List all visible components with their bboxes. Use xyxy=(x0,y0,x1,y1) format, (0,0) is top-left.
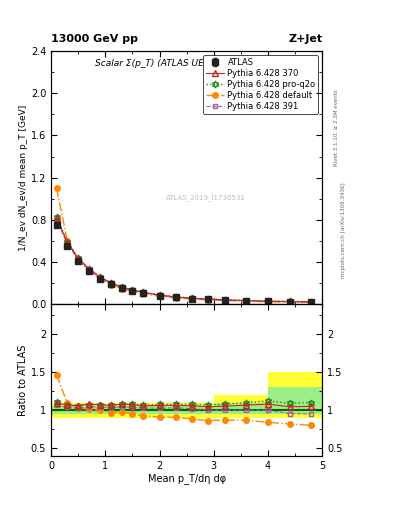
Pythia 6.428 370 xyxy=(309,298,314,305)
Pythia 6.428 pro-q2o xyxy=(157,292,162,298)
Pythia 6.428 391 xyxy=(157,292,162,298)
Pythia 6.428 pro-q2o xyxy=(206,296,211,302)
Pythia 6.428 default xyxy=(119,286,124,292)
Pythia 6.428 370 xyxy=(206,296,211,302)
Line: Pythia 6.428 370: Pythia 6.428 370 xyxy=(54,215,314,305)
Pythia 6.428 default xyxy=(76,257,81,263)
Pythia 6.428 391 xyxy=(54,217,59,223)
Pythia 6.428 370 xyxy=(87,266,92,272)
Pythia 6.428 391 xyxy=(65,241,70,247)
Pythia 6.428 pro-q2o xyxy=(309,298,314,305)
Pythia 6.428 391 xyxy=(87,267,92,273)
Pythia 6.428 370 xyxy=(130,287,135,293)
Pythia 6.428 pro-q2o xyxy=(190,295,195,301)
Pythia 6.428 391 xyxy=(97,274,102,281)
Pythia 6.428 391 xyxy=(119,284,124,290)
Pythia 6.428 370 xyxy=(76,255,81,261)
Y-axis label: 1/N_ev dN_ev/d mean p_T [GeV]: 1/N_ev dN_ev/d mean p_T [GeV] xyxy=(19,104,28,251)
Pythia 6.428 default xyxy=(173,295,178,301)
Pythia 6.428 370 xyxy=(222,297,227,303)
Pythia 6.428 391 xyxy=(190,295,195,302)
Pythia 6.428 default xyxy=(244,298,249,304)
Pythia 6.428 pro-q2o xyxy=(87,266,92,272)
Pythia 6.428 370 xyxy=(108,280,113,286)
Pythia 6.428 391 xyxy=(244,298,249,304)
Pythia 6.428 370 xyxy=(54,215,59,221)
Pythia 6.428 391 xyxy=(130,287,135,293)
Pythia 6.428 default xyxy=(190,296,195,302)
Pythia 6.428 default xyxy=(65,238,70,244)
Pythia 6.428 pro-q2o xyxy=(141,289,146,295)
Pythia 6.428 370 xyxy=(65,239,70,245)
Text: Rivet 3.1.10, ≥ 2.2M events: Rivet 3.1.10, ≥ 2.2M events xyxy=(334,90,338,166)
Pythia 6.428 391 xyxy=(141,290,146,296)
Pythia 6.428 default xyxy=(287,299,292,305)
Line: Pythia 6.428 default: Pythia 6.428 default xyxy=(54,185,314,305)
Pythia 6.428 pro-q2o xyxy=(54,214,59,220)
Pythia 6.428 default xyxy=(54,185,59,191)
Pythia 6.428 default xyxy=(97,275,102,282)
Pythia 6.428 391 xyxy=(266,298,270,305)
X-axis label: Mean p_T/dη dφ: Mean p_T/dη dφ xyxy=(147,473,226,484)
Pythia 6.428 391 xyxy=(206,296,211,303)
Text: Z+Jet: Z+Jet xyxy=(288,34,322,44)
Pythia 6.428 391 xyxy=(309,299,314,305)
Pythia 6.428 370 xyxy=(287,298,292,305)
Pythia 6.428 default xyxy=(206,297,211,303)
Pythia 6.428 pro-q2o xyxy=(244,297,249,304)
Legend: ATLAS, Pythia 6.428 370, Pythia 6.428 pro-q2o, Pythia 6.428 default, Pythia 6.42: ATLAS, Pythia 6.428 370, Pythia 6.428 pr… xyxy=(203,55,318,114)
Pythia 6.428 default xyxy=(87,268,92,274)
Pythia 6.428 370 xyxy=(141,289,146,295)
Pythia 6.428 pro-q2o xyxy=(130,287,135,293)
Pythia 6.428 default xyxy=(141,291,146,297)
Pythia 6.428 370 xyxy=(244,297,249,304)
Pythia 6.428 391 xyxy=(222,297,227,303)
Y-axis label: Ratio to ATLAS: Ratio to ATLAS xyxy=(18,344,28,416)
Pythia 6.428 pro-q2o xyxy=(97,274,102,280)
Pythia 6.428 370 xyxy=(173,294,178,300)
Pythia 6.428 370 xyxy=(97,274,102,280)
Pythia 6.428 pro-q2o xyxy=(65,239,70,245)
Pythia 6.428 370 xyxy=(157,292,162,298)
Text: 13000 GeV pp: 13000 GeV pp xyxy=(51,34,138,44)
Pythia 6.428 391 xyxy=(173,294,178,300)
Pythia 6.428 default xyxy=(130,288,135,294)
Pythia 6.428 pro-q2o xyxy=(222,296,227,303)
Pythia 6.428 370 xyxy=(119,284,124,290)
Pythia 6.428 default xyxy=(309,299,314,305)
Pythia 6.428 default xyxy=(266,298,270,305)
Pythia 6.428 default xyxy=(157,293,162,300)
Text: ATLAS_2019_I1736531: ATLAS_2019_I1736531 xyxy=(166,195,246,201)
Pythia 6.428 pro-q2o xyxy=(266,298,270,304)
Text: mcplots.cern.ch [arXiv:1306.3436]: mcplots.cern.ch [arXiv:1306.3436] xyxy=(342,183,346,278)
Pythia 6.428 pro-q2o xyxy=(287,298,292,305)
Pythia 6.428 default xyxy=(222,297,227,304)
Pythia 6.428 pro-q2o xyxy=(119,284,124,290)
Line: Pythia 6.428 391: Pythia 6.428 391 xyxy=(54,217,314,305)
Pythia 6.428 pro-q2o xyxy=(76,255,81,261)
Pythia 6.428 370 xyxy=(266,298,270,304)
Line: Pythia 6.428 pro-q2o: Pythia 6.428 pro-q2o xyxy=(53,213,315,305)
Pythia 6.428 pro-q2o xyxy=(173,294,178,300)
Text: Scalar Σ(p_T) (ATLAS UE in Z production): Scalar Σ(p_T) (ATLAS UE in Z production) xyxy=(95,59,279,68)
Pythia 6.428 391 xyxy=(108,280,113,286)
Pythia 6.428 391 xyxy=(287,298,292,305)
Pythia 6.428 default xyxy=(108,282,113,288)
Pythia 6.428 391 xyxy=(76,257,81,263)
Pythia 6.428 pro-q2o xyxy=(108,280,113,286)
Pythia 6.428 370 xyxy=(190,295,195,301)
